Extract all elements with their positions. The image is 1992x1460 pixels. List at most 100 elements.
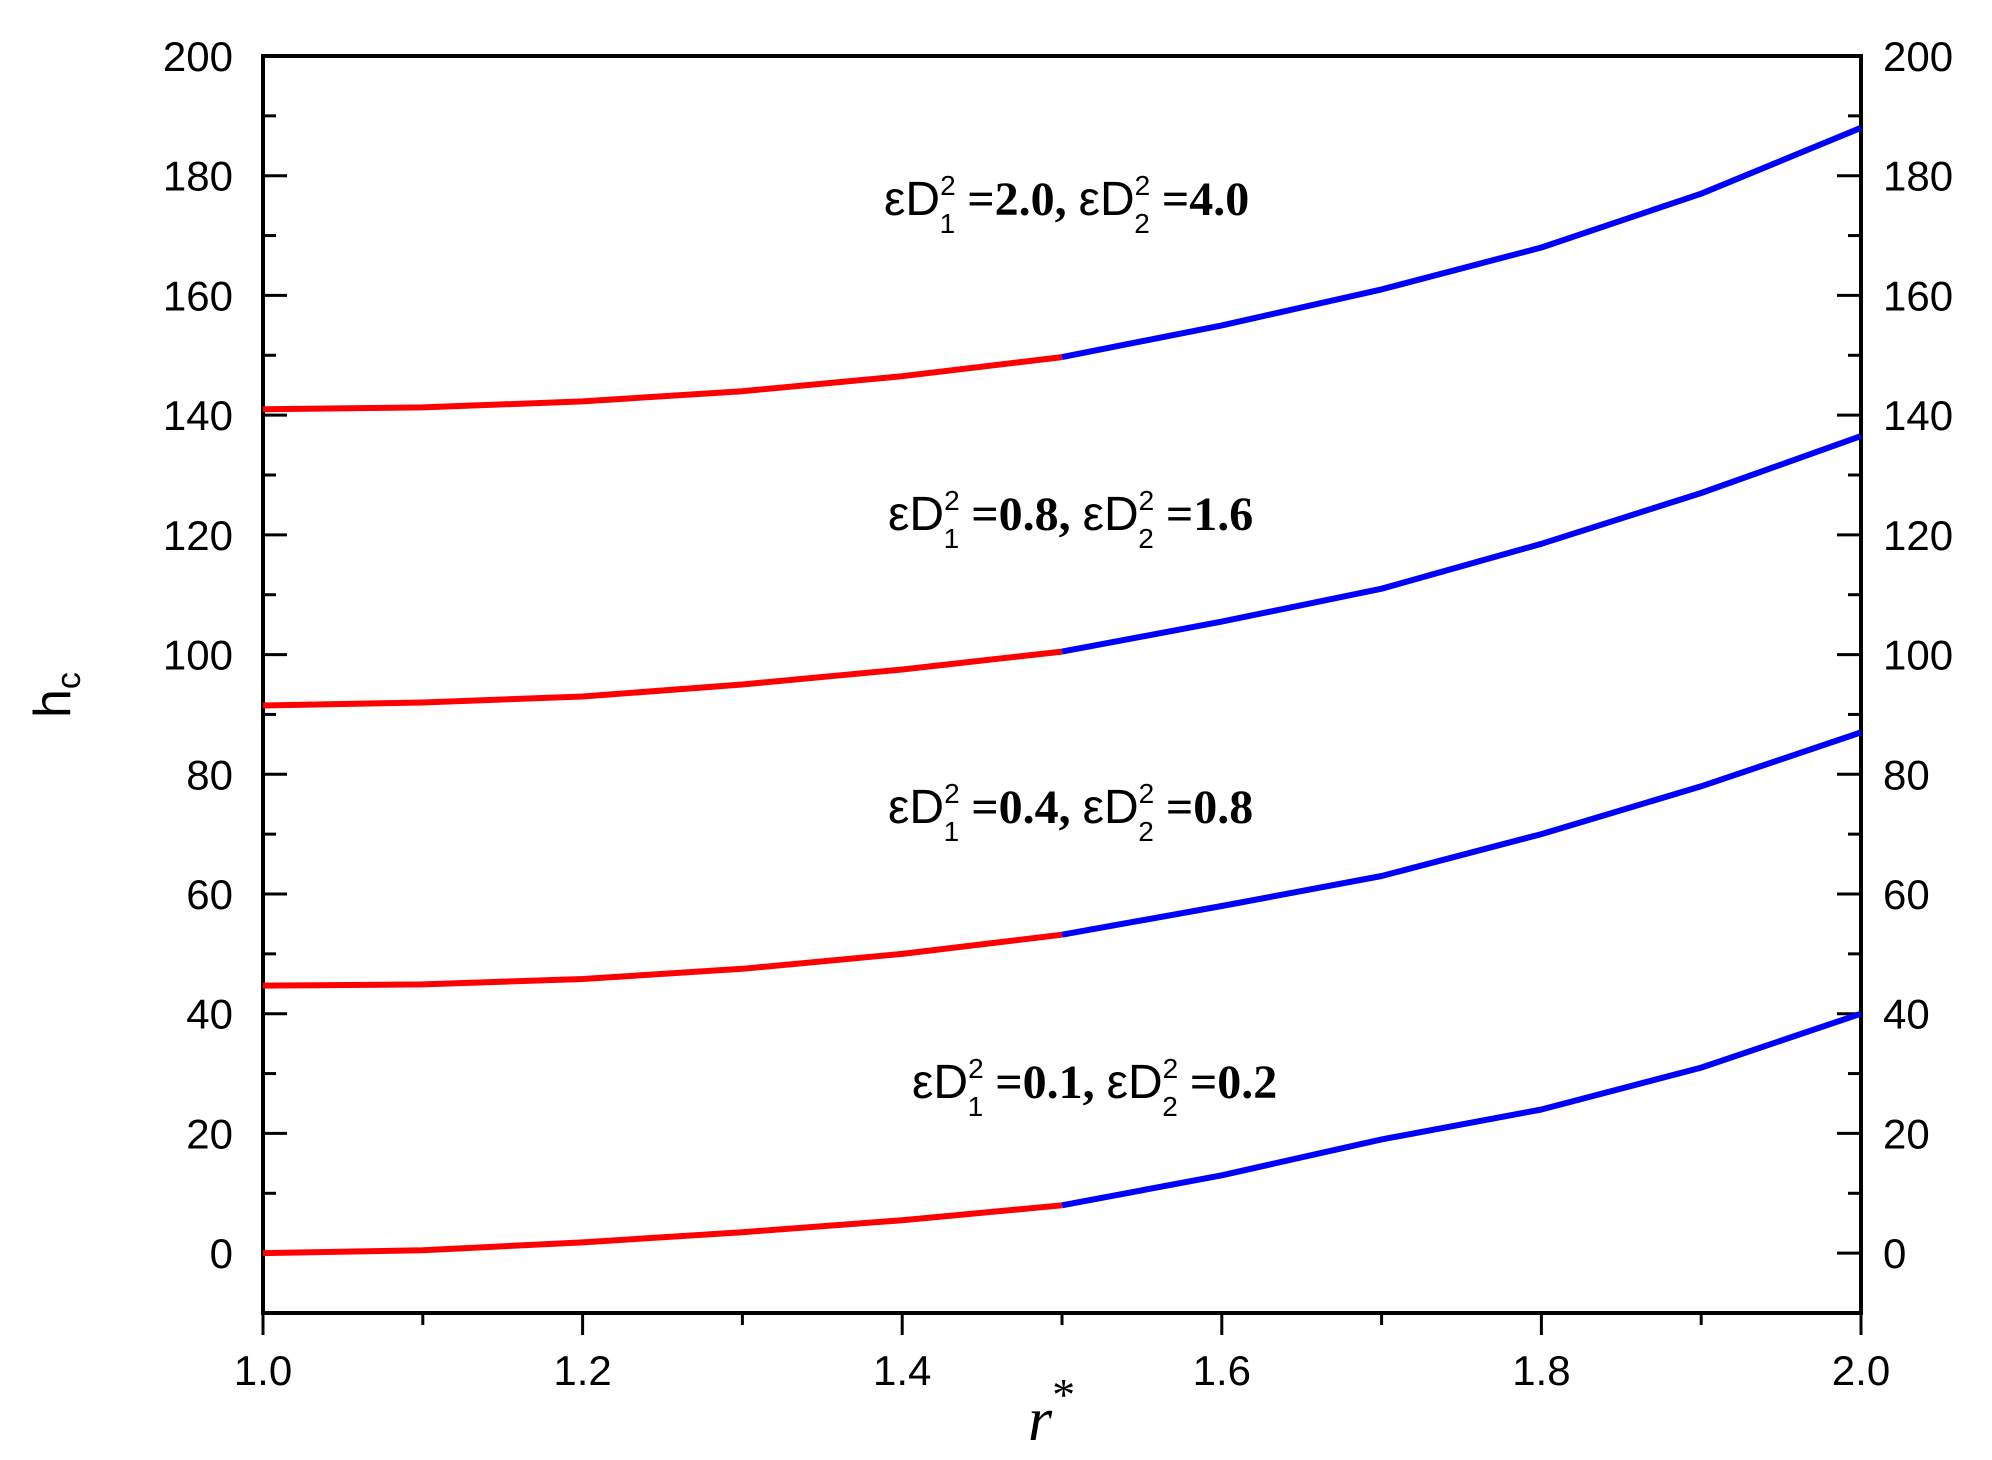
y-tick-label: 20 xyxy=(186,1110,233,1157)
annotation-part: , xyxy=(1059,781,1083,834)
annotation-part: 2 xyxy=(1135,170,1151,201)
annotation-part: ε xyxy=(1079,173,1100,226)
right-tick-label: 200 xyxy=(1883,33,1953,80)
right-tick-label: 180 xyxy=(1883,153,1953,200)
right-tick-label: 120 xyxy=(1883,512,1953,559)
series-1-left-segment xyxy=(262,931,1063,989)
x-axis-label-main: r xyxy=(1028,1386,1053,1454)
series-0-left-segment xyxy=(262,1202,1063,1257)
annotation-part: 0.4 xyxy=(999,781,1059,834)
y-tick-label: 120 xyxy=(163,512,233,559)
series-3-right-segment xyxy=(1061,125,1863,361)
annotation-part: 0.8 xyxy=(999,488,1059,541)
series-3-left-segment xyxy=(262,354,1063,413)
annotation-part: , xyxy=(1055,173,1079,226)
series-2-right-segment xyxy=(1061,433,1863,655)
y-axis-label-sub: c xyxy=(50,672,88,689)
plot-frame xyxy=(261,54,1863,1315)
annotation-part: D xyxy=(909,781,944,834)
annotation-part: = xyxy=(1178,1056,1217,1109)
annotation-part: D xyxy=(933,1056,968,1109)
curve-annotation: εD2 1 =0.1, εD2 2 =0.2 xyxy=(912,1053,1277,1122)
annotation-part: ε xyxy=(1083,488,1104,541)
y-tick-label: 40 xyxy=(186,991,233,1038)
annotation-part: 2 xyxy=(944,778,960,809)
annotation-part: 2 xyxy=(1138,523,1154,554)
major-ticks xyxy=(261,54,1863,1335)
annotation-part: 2 xyxy=(1139,778,1155,809)
annotation-part: ε xyxy=(912,1056,933,1109)
x-axis-label: r* xyxy=(1028,1369,1075,1454)
annotation-part: D xyxy=(1128,1056,1163,1109)
annotation-part: D xyxy=(1100,173,1135,226)
annotation-part: = xyxy=(1150,173,1189,226)
annotation-part: 0.2 xyxy=(1217,1056,1277,1109)
annotation-part: 2 xyxy=(1139,485,1155,516)
series-1-right-segment xyxy=(1061,729,1862,938)
annotation-part: 2 xyxy=(968,1053,984,1084)
right-tick-label: 100 xyxy=(1883,632,1953,679)
y-axis-label: hc xyxy=(24,672,88,718)
annotation-part: D xyxy=(905,173,940,226)
annotation-part: = xyxy=(955,173,994,226)
x-tick-label: 1.6 xyxy=(1193,1347,1251,1394)
series-2-left-segment xyxy=(262,648,1063,709)
x-tick-labels: 1.0 1.2 1.4 1.6 1.8 2.0 xyxy=(234,1347,1890,1394)
annotation-part: 1 xyxy=(944,816,960,847)
annotation-part: 2 xyxy=(1138,816,1154,847)
annotation-part: = xyxy=(1154,488,1193,541)
x-tick-label: 1.0 xyxy=(234,1347,292,1394)
annotation-part: , xyxy=(1059,488,1083,541)
right-tick-label: 140 xyxy=(1883,392,1953,439)
y-tick-labels: 0 20 40 60 80 100 120 140 160 180 200 xyxy=(163,33,233,1277)
annotation-part: 2 xyxy=(1134,208,1150,239)
series-0-right-segment xyxy=(1061,1010,1862,1209)
right-tick-label: 160 xyxy=(1883,272,1953,319)
curve-annotation: εD2 1 =0.4, εD2 2 =0.8 xyxy=(888,778,1253,847)
annotation-part: 2 xyxy=(944,485,960,516)
annotation-part: ε xyxy=(884,173,905,226)
y-axis-label-main: h xyxy=(24,689,82,718)
right-tick-label: 80 xyxy=(1883,751,1930,798)
annotation-part: = xyxy=(959,781,998,834)
x-tick-label: 1.4 xyxy=(873,1347,931,1394)
annotation-part: = xyxy=(983,1056,1022,1109)
right-tick-label: 40 xyxy=(1883,991,1930,1038)
x-tick-label: 1.2 xyxy=(553,1347,611,1394)
annotation-part: 4.0 xyxy=(1189,173,1249,226)
annotation-part: 1.6 xyxy=(1193,488,1253,541)
y-tick-label: 0 xyxy=(210,1230,233,1277)
annotation-part: ε xyxy=(888,488,909,541)
right-tick-label: 20 xyxy=(1883,1110,1930,1157)
annotation-part: 1 xyxy=(944,523,960,554)
annotation-part: 2 xyxy=(940,170,956,201)
annotation-part: D xyxy=(1104,488,1139,541)
annotation-part: 1 xyxy=(940,208,956,239)
series-lines xyxy=(262,125,1863,1257)
curve-annotation: εD2 1 =2.0, εD2 2 =4.0 xyxy=(884,170,1249,239)
annotation-part: ε xyxy=(1083,781,1104,834)
right-tick-label: 0 xyxy=(1883,1230,1906,1277)
y-tick-label: 140 xyxy=(163,392,233,439)
y-tick-label: 60 xyxy=(186,871,233,918)
x-tick-label: 1.8 xyxy=(1512,1347,1570,1394)
annotation-part: = xyxy=(1154,781,1193,834)
annotation-part: D xyxy=(1104,781,1139,834)
x-tick-label: 2.0 xyxy=(1832,1347,1890,1394)
right-tick-labels: 0 20 40 60 80 100 120 140 160 180 200 xyxy=(1883,33,1953,1277)
annotation-part: 0.1 xyxy=(1023,1056,1083,1109)
y-tick-label: 80 xyxy=(186,751,233,798)
plot-border xyxy=(261,54,1863,1315)
annotation-part: ε xyxy=(1107,1056,1128,1109)
annotation-part: D xyxy=(909,488,944,541)
y-tick-label: 200 xyxy=(163,33,233,80)
annotation-part: , xyxy=(1083,1056,1107,1109)
x-axis-label-sup: * xyxy=(1052,1369,1075,1420)
minor-ticks xyxy=(263,114,1861,1325)
annotation-part: = xyxy=(959,488,998,541)
annotation-part: 2 xyxy=(1163,1053,1179,1084)
annotation-part: ε xyxy=(888,781,909,834)
y-tick-label: 180 xyxy=(163,153,233,200)
